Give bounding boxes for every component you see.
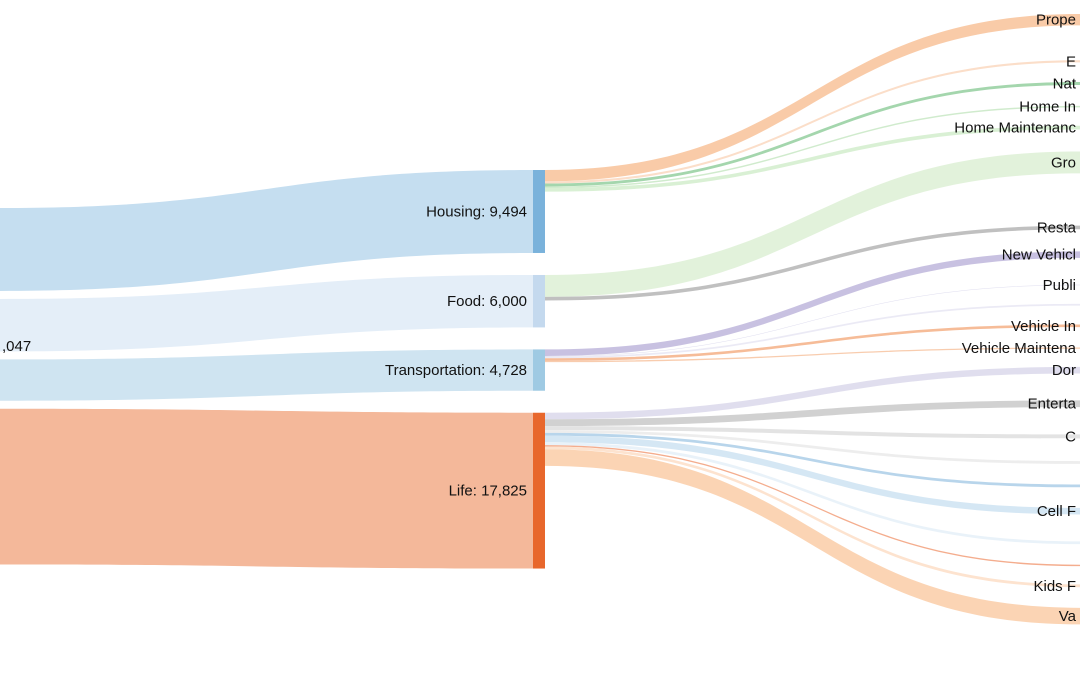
expense-flows — [545, 14, 1080, 625]
expense-label: Resta — [1037, 219, 1077, 236]
source-label: ,047 — [2, 338, 31, 355]
flow-life-to-expense-21 — [545, 449, 1080, 625]
flow-life-to-expense-13 — [545, 400, 1080, 427]
flow-food-to-expense-5 — [545, 151, 1080, 297]
flow-transportation-to-expense-9 — [545, 303, 1080, 359]
expense-label: New Vehicl — [1002, 247, 1076, 264]
expense-label: Nat — [1053, 75, 1077, 92]
flow-life-to-expense-20 — [545, 446, 1080, 588]
expense-label: E — [1066, 53, 1076, 70]
node-transportation — [533, 349, 545, 391]
flow-source-to-housing — [0, 170, 533, 291]
flow-housing-to-expense-3 — [545, 105, 1080, 189]
flow-housing-to-expense-1 — [545, 60, 1080, 184]
node-label-food: Food: 6,000 — [447, 293, 527, 310]
category-nodes — [533, 170, 545, 569]
expense-label: Home In — [1019, 99, 1076, 116]
flow-source-to-transportation — [0, 349, 533, 401]
expense-label: Vehicle In — [1011, 318, 1076, 335]
expense-label: Dor — [1052, 362, 1076, 379]
expense-label: C — [1065, 428, 1076, 445]
flow-housing-to-expense-4 — [545, 125, 1080, 192]
flow-housing-to-expense-2 — [545, 81, 1080, 187]
node-label-housing: Housing: 9,494 — [426, 203, 527, 220]
node-life — [533, 412, 545, 569]
expense-label: Vehicle Maintena — [962, 340, 1077, 357]
flow-source-to-life — [0, 408, 533, 569]
flow-food-to-expense-6 — [545, 225, 1080, 301]
node-food — [533, 274, 545, 328]
node-housing — [533, 170, 545, 253]
flow-life-to-expense-19 — [545, 445, 1080, 567]
chart-labels: Prope E Nat Home In Home Maintenanc Gro Resta N… — [2, 12, 1077, 625]
flow-source-to-food — [0, 274, 533, 352]
flow-transportation-to-expense-11 — [545, 347, 1080, 363]
node-label-life: Life: 17,825 — [449, 483, 527, 500]
node-label-transportation: Transportation: 4,728 — [385, 362, 527, 379]
flow-transportation-to-expense-10 — [545, 324, 1080, 361]
flow-life-to-expense-16 — [545, 432, 1080, 488]
flow-transportation-to-expense-8 — [545, 284, 1080, 357]
flow-life-to-expense-18 — [545, 442, 1080, 545]
flow-life-to-expense-12 — [545, 366, 1080, 420]
flow-housing-to-expense-0 — [545, 14, 1080, 182]
flow-life-to-expense-14 — [545, 426, 1080, 439]
expense-label: Home Maintenanc — [954, 120, 1076, 137]
expense-label: Prope — [1036, 12, 1076, 29]
source-flows — [0, 170, 533, 569]
flow-transportation-to-expense-7 — [545, 251, 1080, 356]
expense-label: Va — [1059, 608, 1077, 625]
expense-label: Kids F — [1033, 578, 1076, 595]
expense-label: Cell F — [1037, 503, 1076, 520]
expense-label: Gro — [1051, 154, 1076, 171]
expense-label: Publi — [1043, 277, 1076, 294]
flow-life-to-expense-17 — [545, 435, 1080, 515]
expense-label: Enterta — [1028, 396, 1077, 413]
flow-life-to-expense-15 — [545, 430, 1080, 464]
